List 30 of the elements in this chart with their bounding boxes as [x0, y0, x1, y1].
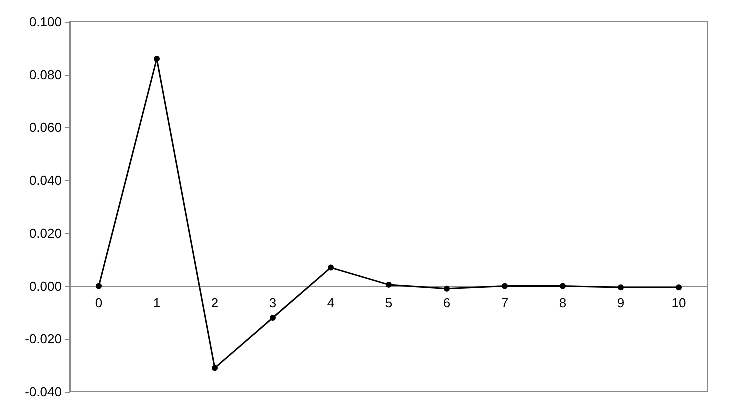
point: [676, 284, 682, 291]
y-tick-label: 0.000: [29, 278, 62, 294]
x-tick-label: 1: [153, 295, 161, 310]
point: [96, 283, 102, 290]
x-tick-label: 10: [672, 295, 686, 310]
point: [502, 283, 508, 290]
y-tick-label: 0.060: [29, 120, 62, 136]
y-tick-label: -0.040: [25, 384, 62, 400]
point: [444, 286, 450, 292]
point: [386, 282, 392, 288]
point: [328, 264, 334, 271]
y-tick-label: 0.040: [29, 173, 62, 188]
point: [212, 365, 218, 372]
point: [618, 284, 624, 291]
y-tick-label: 0.100: [29, 14, 62, 30]
x-tick-label: 7: [501, 295, 509, 310]
x-tick-label: 9: [617, 295, 625, 310]
point: [560, 283, 566, 290]
y-tick-label: 0.080: [29, 67, 62, 82]
x-tick-label: 8: [559, 295, 567, 310]
point: [154, 56, 160, 62]
x-tick-label: 6: [443, 295, 451, 310]
x-tick-label: 5: [385, 295, 393, 310]
x-tick-label: 3: [269, 295, 277, 310]
x-tick-label: 2: [211, 295, 219, 310]
y-tick-label: 0.020: [29, 226, 62, 241]
y-tick-label: -0.020: [25, 332, 62, 347]
x-tick-label: 0: [95, 295, 103, 310]
x-tick-label: 4: [327, 295, 335, 310]
point: [270, 315, 276, 321]
